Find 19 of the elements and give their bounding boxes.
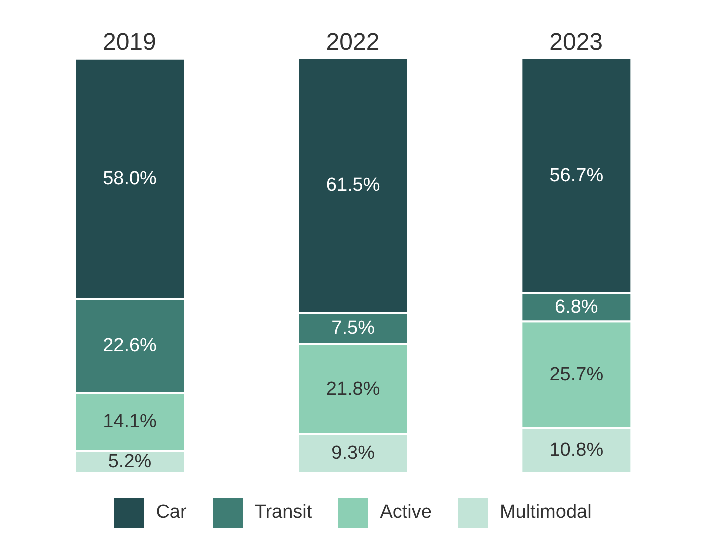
data-label: 56.7% — [550, 165, 604, 186]
x-tick-label: 2023 — [550, 29, 604, 56]
x-tick-label: 2019 — [102, 29, 156, 56]
data-label: 61.5% — [326, 174, 380, 196]
data-label: 14.1% — [103, 412, 158, 433]
legend-label: Multimodal — [500, 502, 592, 524]
data-label: 10.8% — [550, 440, 604, 462]
data-label: 58.0% — [103, 168, 158, 190]
data-label: 22.6% — [103, 336, 158, 357]
x-tick-label: 2022 — [326, 29, 380, 56]
legend-label: Car — [156, 502, 187, 524]
data-label: 7.5% — [332, 318, 376, 340]
data-label: 9.3% — [332, 443, 376, 464]
legend-label: Transit — [254, 502, 312, 524]
data-label: 21.8% — [326, 378, 380, 400]
legend-label: Active — [380, 502, 432, 524]
data-label: 25.7% — [550, 364, 604, 386]
data-label: 5.2% — [108, 452, 152, 473]
data-label: 6.8% — [555, 297, 598, 318]
